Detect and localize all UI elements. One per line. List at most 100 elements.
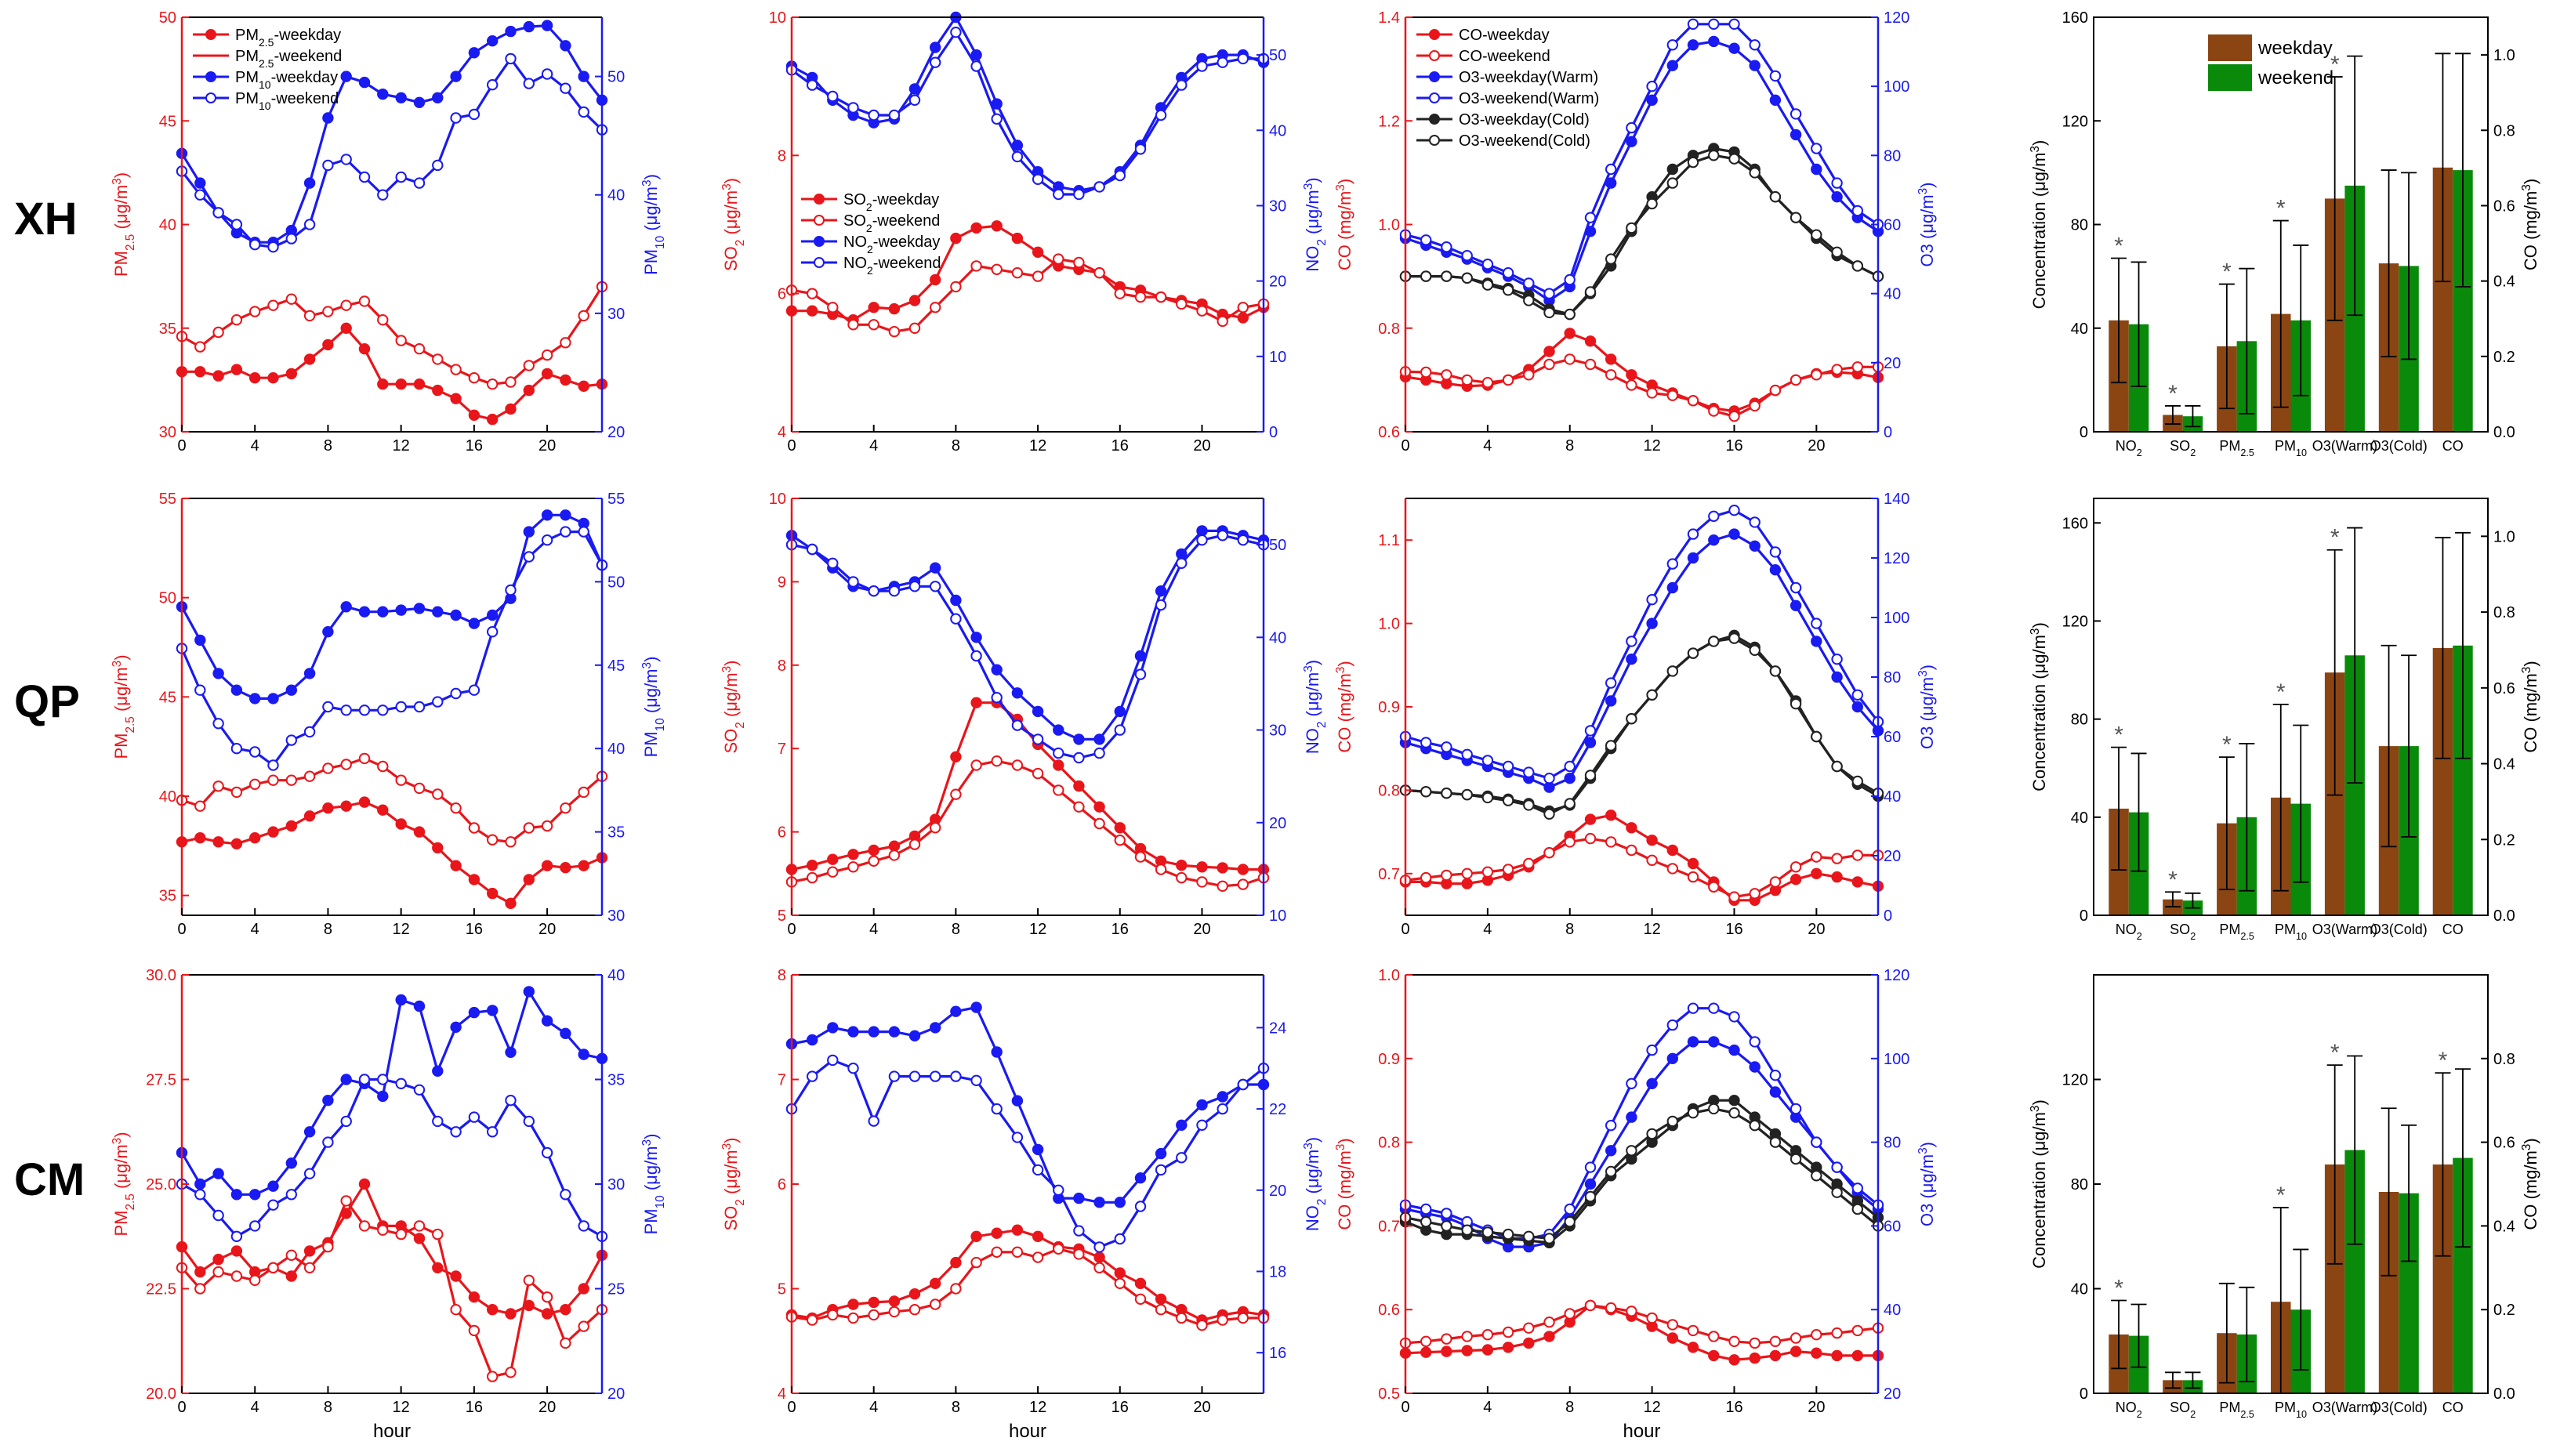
xh-so2-legend-label-1: SO2-weekend — [843, 212, 940, 234]
qp-so2-line-3 — [791, 534, 1264, 759]
cm-so2-point-0-6 — [908, 1288, 921, 1300]
qp-so2-point-3-8 — [950, 613, 962, 625]
cm-pm-point-3-5 — [267, 1199, 279, 1211]
qp-pm-point-0-7 — [303, 810, 316, 822]
qp-pm-point-0-14 — [432, 842, 444, 854]
qp-so2-point-1-20 — [1196, 876, 1208, 888]
cm-co-point-0-20 — [1811, 1347, 1822, 1359]
qp-pm-point-1-20 — [541, 820, 553, 832]
qp-bar-ytick-right-label-1: 0.2 — [2493, 831, 2515, 849]
xh-co-point-1-10 — [1605, 369, 1617, 381]
qp-bar-category-6: CO — [2442, 922, 2464, 937]
cm-pm-point-2-18 — [505, 1046, 517, 1059]
qp-pm-ytick-right-label-3: 45 — [607, 657, 625, 675]
qp-co-point-1-17 — [1749, 888, 1761, 900]
qp-pm-point-0-6 — [285, 820, 297, 832]
qp-so2-ytick-left-label-3: 8 — [778, 657, 786, 675]
qp-co-point-3-4 — [1481, 755, 1494, 766]
xh-pm-point-0-7 — [303, 353, 316, 365]
cm-pm-point-2-9 — [340, 1074, 352, 1085]
qp-pm-point-0-18 — [505, 897, 517, 910]
xh-pm-legend-marker-2 — [205, 71, 216, 82]
cm-pm-xtick-label-8: 8 — [324, 1399, 332, 1416]
qp-pm-point-2-19 — [523, 526, 535, 538]
cm-co-point-5-4 — [1481, 1226, 1494, 1238]
qp-co-ytick-right-label-2: 40 — [1884, 788, 1901, 806]
qp-co-point-2-8 — [1564, 773, 1576, 784]
xh-pm-point-2-22 — [578, 71, 589, 82]
cm-pm-point-3-18 — [505, 1095, 517, 1106]
cm-co-point-0-13 — [1666, 1332, 1679, 1344]
qp-pm-point-1-15 — [450, 802, 462, 814]
qp-so2-point-1-1 — [807, 871, 818, 884]
xh-bar-ytick-left-label-2: 80 — [2071, 217, 2088, 234]
xh-co-point-3-8 — [1564, 273, 1576, 286]
cm-co-ytick-left-label-0: 0.5 — [1378, 1385, 1400, 1403]
qp-so2-point-1-5 — [888, 849, 901, 861]
cm-so2-point-3-10 — [991, 1103, 1003, 1115]
xh-pm-point-0-1 — [194, 366, 206, 378]
qp-co-point-5-11 — [1626, 713, 1637, 725]
xh-pm-point-1-10 — [358, 295, 371, 307]
qp-bar-significance-star-0: * — [2114, 723, 2123, 748]
xh-co-point-3-4 — [1481, 259, 1494, 270]
xh-co-ytick-right-label-3: 60 — [1884, 217, 1901, 234]
qp-so2-point-0-14 — [1073, 780, 1085, 792]
qp-so2-point-2-10 — [991, 664, 1003, 675]
cm-so2-point-1-18 — [1155, 1304, 1167, 1316]
xh-so2-ytick-right-label-2: 20 — [1269, 273, 1286, 291]
qp-so2-point-3-19 — [1176, 557, 1188, 569]
xh-so2-point-0-5 — [888, 302, 901, 315]
qp-pm-point-3-16 — [468, 684, 480, 696]
cm-co-point-5-16 — [1728, 1107, 1740, 1119]
cm-co-point-1-14 — [1687, 1324, 1699, 1337]
qp-pm-point-1-17 — [487, 834, 499, 846]
qp-co-point-3-17 — [1749, 516, 1761, 528]
cm-so2-point-0-5 — [888, 1295, 901, 1307]
xh-pm-point-1-20 — [541, 349, 553, 361]
qp-co-point-2-10 — [1605, 695, 1617, 707]
qp-pm-point-1-3 — [230, 786, 243, 799]
xh-so2-xtick-label-4: 4 — [869, 437, 878, 455]
qp-pm-point-1-19 — [523, 822, 535, 834]
qp-so2-point-2-13 — [1053, 724, 1064, 736]
xh-co-xtick-label-0: 0 — [1401, 437, 1409, 455]
xh-pm-point-3-7 — [303, 219, 316, 230]
xh-so2-point-3-5 — [888, 109, 901, 121]
xh-pm-point-1-11 — [377, 314, 389, 326]
cm-co-line-3 — [1405, 1007, 1880, 1240]
qp-co-ytick-right-label-3: 60 — [1884, 729, 1901, 746]
xh-so2-point-3-14 — [1073, 188, 1085, 201]
cm-so2-point-2-16 — [1114, 1197, 1126, 1208]
xh-pm-point-3-18 — [505, 53, 517, 65]
qp-pm-point-3-5 — [267, 759, 279, 771]
xh-pm-point-1-1 — [194, 341, 206, 353]
xh-pm-ytick-right-label-1: 30 — [607, 306, 625, 323]
xh-co-point-3-1 — [1420, 234, 1432, 246]
xh-pm-point-3-8 — [322, 159, 334, 172]
qp-so2-point-1-14 — [1073, 801, 1085, 813]
qp-so2-point-3-14 — [1073, 752, 1085, 764]
xh-pm-point-3-20 — [541, 68, 553, 80]
qp-pm-point-0-2 — [212, 836, 224, 848]
xh-so2-point-1-20 — [1196, 305, 1208, 317]
qp-so2-point-3-5 — [888, 585, 901, 597]
cm-so2-point-3-8 — [950, 1070, 962, 1082]
cm-so2-xtick-label-12: 12 — [1029, 1399, 1046, 1416]
xh-bar-ytick-right-label-3: 0.6 — [2493, 197, 2515, 215]
xh-co-legend-label-4: O3-weekday(Cold) — [1459, 111, 1590, 129]
qp-so2-ytick-left-label-1: 6 — [778, 824, 786, 842]
qp-so2-point-3-1 — [807, 543, 818, 556]
xh-pm-legend-label-1: PM2.5-weekend — [235, 48, 342, 70]
xh-so2-point-3-6 — [908, 94, 921, 107]
cm-pm-point-3-7 — [303, 1168, 316, 1179]
cm-bar-category-2: PM2.5 — [2219, 1400, 2254, 1420]
cm-pm-point-1-2 — [212, 1266, 224, 1278]
xh-co-xtick-label-8: 8 — [1565, 437, 1574, 455]
cm-pm-ytick-left-label-3: 27.5 — [146, 1072, 176, 1089]
qp-so2-point-2-11 — [1011, 687, 1024, 699]
xh-pm-point-1-9 — [340, 299, 352, 311]
qp-pm-line-1 — [181, 757, 604, 843]
xh-pm-point-0-18 — [505, 403, 517, 415]
qp-pm-point-3-3 — [230, 743, 243, 755]
